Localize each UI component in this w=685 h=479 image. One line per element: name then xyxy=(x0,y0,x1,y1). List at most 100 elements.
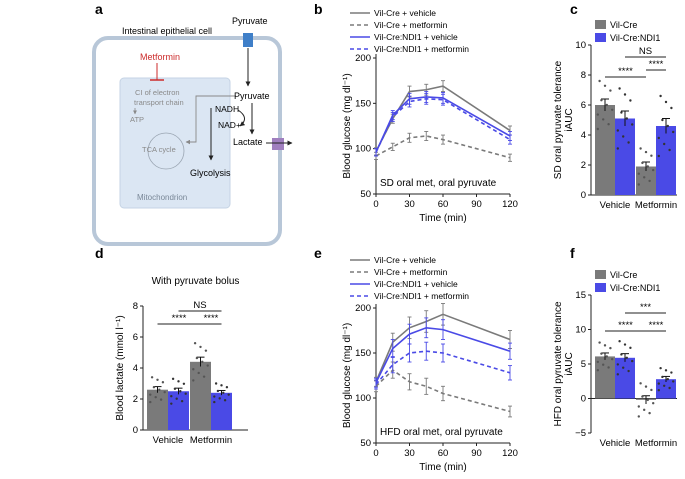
data-point xyxy=(170,402,173,405)
data-point xyxy=(605,103,608,107)
legend-swatch xyxy=(595,283,606,292)
data-point xyxy=(161,381,165,384)
data-point xyxy=(607,366,610,369)
data-point xyxy=(220,384,223,387)
significance-label: **** xyxy=(649,320,664,331)
data-point xyxy=(616,363,619,366)
y-tick-label: 8 xyxy=(133,301,138,312)
x-tick-label: 90 xyxy=(471,448,482,459)
data-point xyxy=(179,390,182,393)
data-point xyxy=(182,382,186,386)
data-point xyxy=(170,395,173,398)
legend-label: Vil-Cre:NDI1 + vehicle xyxy=(374,32,458,42)
x-tick-label: 0 xyxy=(373,199,378,210)
mitochondrion-label: Mitochondrion xyxy=(137,193,187,202)
data-point xyxy=(650,388,653,392)
data-point xyxy=(600,352,603,355)
data-point xyxy=(668,386,671,390)
panel-label-a: a xyxy=(95,1,103,17)
significance-label: **** xyxy=(204,313,219,324)
x-tick-label: 90 xyxy=(471,199,482,210)
y-tick-label: −5 xyxy=(575,428,586,439)
data-point xyxy=(175,397,178,400)
data-point xyxy=(603,344,607,347)
data-point xyxy=(616,373,619,376)
y-tick-label: 100 xyxy=(355,393,371,404)
data-point xyxy=(225,386,229,389)
data-point xyxy=(639,147,642,150)
category-label: Metformin xyxy=(635,438,677,449)
data-point xyxy=(641,395,644,398)
data-point xyxy=(607,123,610,126)
significance-label: **** xyxy=(618,320,633,331)
data-point xyxy=(646,165,649,168)
data-point xyxy=(644,385,648,388)
data-point xyxy=(611,108,614,112)
nadh-curve xyxy=(237,109,246,127)
panel-label-b: b xyxy=(314,1,323,17)
bar-vil-cre-ndi1 xyxy=(615,357,635,399)
legend-label: Vil-Cre:NDI1 + vehicle xyxy=(374,279,458,289)
data-point xyxy=(192,368,195,371)
y-axis-label: Blood lactate (mmol l⁻¹) xyxy=(115,315,126,420)
bar-vil-cre-ndi1 xyxy=(615,118,635,195)
y-tick-label: 200 xyxy=(355,53,371,64)
x-tick-label: 30 xyxy=(404,199,415,210)
ci-label-line2: transport chain xyxy=(134,98,184,107)
x-tick-label: 120 xyxy=(502,448,518,459)
data-point xyxy=(602,118,605,121)
data-point xyxy=(609,346,612,350)
data-point xyxy=(663,384,666,388)
condition-annotation: SD oral met, oral pyruvate xyxy=(380,178,497,189)
data-point xyxy=(618,87,621,90)
y-tick-label: 5 xyxy=(581,359,586,370)
data-point xyxy=(204,349,208,352)
data-point xyxy=(602,363,605,366)
data-point xyxy=(596,113,599,116)
legend-label: Vil-Cre:NDI1 xyxy=(610,283,660,293)
bar-vil-cre xyxy=(636,166,656,195)
x-tick-label: 120 xyxy=(502,199,518,210)
data-point xyxy=(643,408,646,412)
data-point xyxy=(641,161,644,165)
atp-label: ATP xyxy=(130,115,144,124)
data-point xyxy=(661,118,664,122)
chart-c-sd-iauc: 0 2 4 6 8 10 SD oral pyruvate tolerance iAUC Veh… xyxy=(553,20,677,211)
data-point xyxy=(652,401,655,405)
lactate-transporter xyxy=(272,138,284,150)
glycolysis-label: Glycolysis xyxy=(190,168,231,178)
series-line-3 xyxy=(375,97,511,153)
data-point xyxy=(195,356,199,360)
data-point xyxy=(661,375,664,379)
y-tick-label: 10 xyxy=(575,40,586,51)
data-point xyxy=(201,360,204,363)
bar-vil-cre xyxy=(147,389,168,430)
legend-swatch xyxy=(595,270,606,279)
significance-label: NS xyxy=(193,300,206,311)
data-point xyxy=(193,342,197,345)
chart-b-blood-glucose-sd: 0 30 60 90 120 50 100 150 200 Time (min) Blood glu… xyxy=(342,8,518,224)
data-point xyxy=(202,375,206,378)
data-point xyxy=(637,405,640,408)
x-axis-label: Time (min) xyxy=(419,213,466,224)
pyruvate-into-mito-arrow xyxy=(185,95,236,145)
data-point xyxy=(149,393,152,396)
data-point xyxy=(637,183,640,186)
data-point xyxy=(150,376,154,379)
data-point xyxy=(670,371,673,374)
data-point xyxy=(631,123,634,126)
chart-f-hfd-iauc: −5 0 5 10 15 HFD oral pyruvate tolerance iAUC V… xyxy=(553,270,677,449)
data-point xyxy=(631,359,634,363)
category-label: Metformin xyxy=(635,200,677,211)
data-point xyxy=(643,176,646,179)
data-point xyxy=(154,395,157,399)
data-point xyxy=(657,389,660,392)
data-point xyxy=(158,388,161,391)
x-tick-label: 30 xyxy=(404,448,415,459)
data-point xyxy=(609,89,612,92)
data-point xyxy=(627,369,630,373)
legend-label: Vil-Cre:NDI1 + metformin xyxy=(374,291,469,301)
y-tick-label: 4 xyxy=(581,130,586,141)
series-line-3 xyxy=(375,350,511,386)
